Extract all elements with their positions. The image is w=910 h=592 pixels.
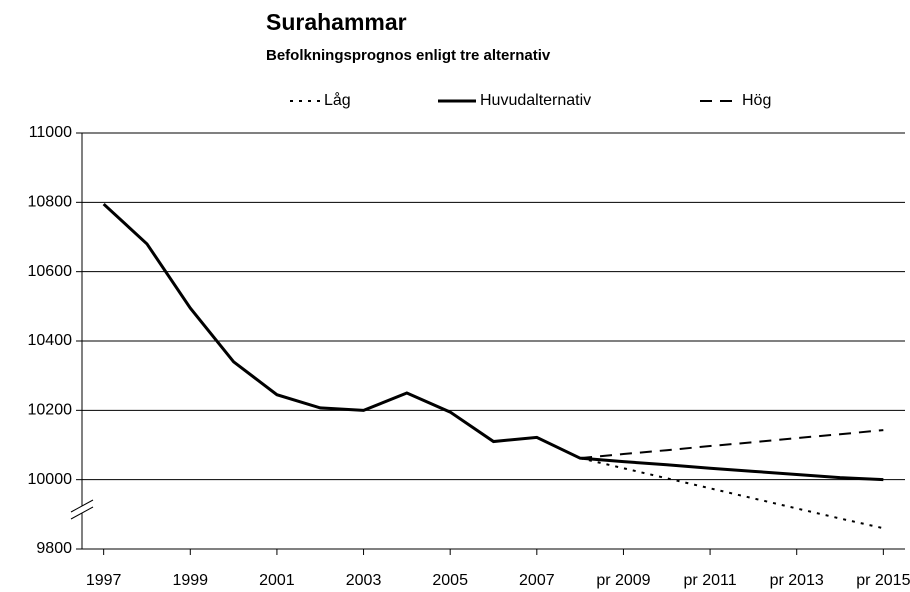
x-tick-label: 2007: [519, 572, 555, 589]
y-tick-label: 10200: [28, 402, 73, 419]
legend-label: Huvudalternativ: [480, 92, 591, 109]
legend-label: Hög: [742, 92, 771, 109]
series-line: [579, 457, 884, 530]
chart-title: Surahammar: [266, 9, 407, 35]
axis-break: [70, 499, 94, 513]
y-tick-label: 10400: [28, 332, 73, 349]
x-tick-label: pr 2015: [856, 572, 910, 589]
x-tick-label: pr 2013: [770, 572, 824, 589]
y-tick-label: 10000: [28, 471, 73, 488]
x-tick-label: 1999: [172, 572, 208, 589]
y-tick-label: 10800: [28, 194, 73, 211]
x-tick-label: pr 2011: [684, 572, 737, 589]
x-tick-label: 1997: [86, 572, 122, 589]
x-tick-label: 2001: [259, 572, 295, 589]
y-tick-label: 11000: [29, 124, 72, 141]
chart-subtitle: Befolkningsprognos enligt tre alternativ: [266, 47, 551, 64]
axis-break-gap: [74, 506, 90, 513]
series-line: [102, 202, 884, 482]
y-tick-label: 9800: [36, 540, 72, 557]
legend-label: Låg: [324, 91, 351, 109]
y-tick-label: 10600: [28, 263, 73, 280]
series-line: [580, 429, 884, 460]
x-tick-label: 2003: [346, 572, 382, 589]
axis-break: [70, 506, 94, 520]
x-tick-label: 2005: [432, 572, 468, 589]
x-tick-label: pr 2009: [596, 572, 650, 589]
